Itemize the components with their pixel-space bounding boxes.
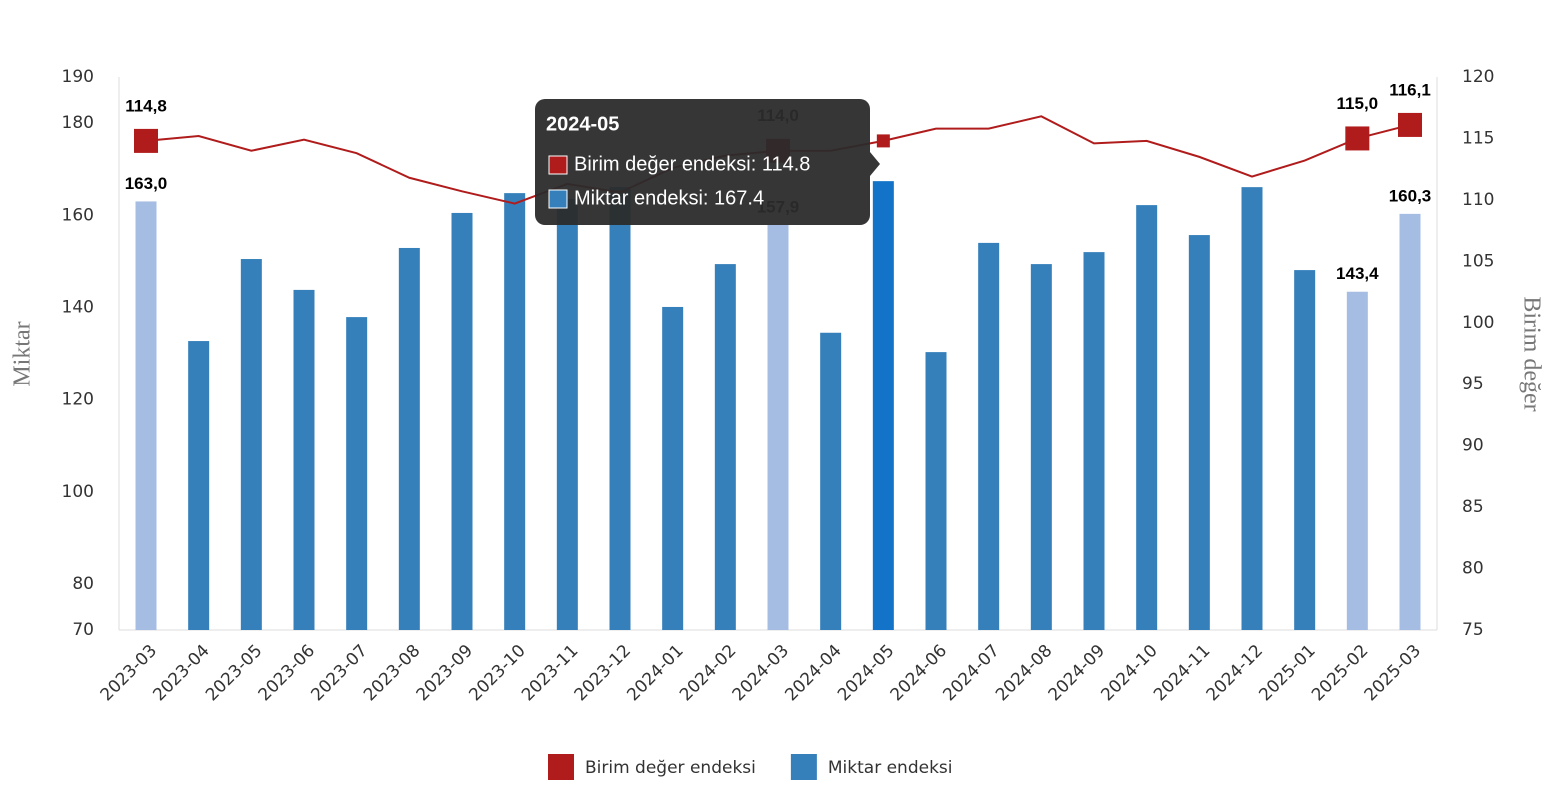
x-tick-label: 2023-09: [413, 641, 477, 705]
legend-swatch: [548, 754, 574, 780]
x-tick-label: 2024-04: [781, 641, 845, 705]
y-tick-label: 80: [72, 574, 94, 594]
x-tick-label: 2023-04: [149, 641, 213, 705]
bar: [1241, 187, 1263, 630]
bar: [504, 193, 526, 630]
tooltip-line: Birim değer endeksi: 114.8: [574, 153, 810, 175]
x-tick-label: 2023-08: [360, 641, 424, 705]
tooltip-pointer: [870, 152, 880, 176]
x-tick-label: 2024-08: [992, 641, 1056, 705]
y2-tick-label: 100: [1462, 313, 1494, 333]
bar: [1399, 213, 1421, 630]
x-tick-label: 2023-07: [307, 641, 371, 705]
bar: [1346, 291, 1368, 630]
bar: [240, 259, 262, 630]
legend-label: Miktar endeksi: [828, 758, 953, 778]
x-tick-label: 2023-06: [255, 641, 319, 705]
y-tick-label: 100: [62, 482, 94, 502]
y2-tick-label: 120: [1462, 67, 1494, 87]
y2-tick-label: 95: [1462, 374, 1484, 394]
y-axis-title: Miktar: [10, 321, 36, 386]
y2-axis-title: Birim değer: [1518, 296, 1544, 411]
bar: [398, 247, 420, 630]
bar: [662, 306, 684, 630]
x-tick-label: 2024-07: [939, 641, 1003, 705]
x-tick-label: 2023-05: [202, 641, 266, 705]
x-tick-label: 2023-11: [518, 641, 582, 705]
bar: [1188, 235, 1210, 630]
x-tick-label: 2024-12: [1203, 641, 1267, 705]
x-tick-label: 2024-01: [623, 641, 687, 705]
x-tick-label: 2024-09: [1045, 641, 1109, 705]
legend-label: Birim değer endeksi: [585, 758, 756, 778]
bar: [609, 187, 631, 630]
y2-tick-label: 105: [1462, 251, 1494, 271]
tooltip-box: [535, 99, 870, 225]
x-tick-label: 2024-05: [834, 641, 898, 705]
line-marker: [876, 134, 890, 148]
line-marker: [1398, 112, 1422, 137]
y-tick-label: 180: [62, 113, 94, 133]
line-data-label: 115,0: [1337, 94, 1379, 113]
bar: [872, 181, 894, 631]
y2-tick-label: 80: [1462, 559, 1484, 579]
bar-data-label: 163,0: [125, 174, 168, 193]
line-data-label: 116,1: [1389, 80, 1431, 99]
tooltip-line: Miktar endeksi: 167.4: [574, 187, 764, 209]
x-tick-label: 2024-02: [676, 641, 740, 705]
x-tick-label: 2024-10: [1097, 641, 1161, 705]
y-tick-label: 160: [62, 205, 94, 225]
line-marker: [1345, 126, 1370, 151]
bar: [1136, 205, 1158, 630]
y-tick-label: 140: [62, 297, 94, 317]
y-tick-label: 120: [62, 390, 94, 410]
x-tick-label: 2025-03: [1361, 641, 1425, 705]
x-tick-label: 2023-10: [465, 641, 529, 705]
y-tick-label: 190: [62, 67, 94, 87]
y2-tick-label: 110: [1462, 190, 1494, 210]
bar: [451, 212, 473, 630]
y2-tick-label: 85: [1462, 497, 1484, 517]
bar: [556, 199, 578, 630]
bar: [978, 242, 1000, 630]
x-tick-label: 2023-03: [97, 641, 161, 705]
line-marker: [134, 128, 158, 153]
x-tick-label: 2024-11: [1150, 641, 1214, 705]
bar: [188, 341, 210, 630]
line-data-label: 114,8: [125, 96, 167, 115]
x-tick-label: 2025-02: [1308, 641, 1372, 705]
legend-swatch: [790, 754, 817, 780]
bar: [1294, 270, 1316, 630]
bar: [820, 332, 842, 630]
bar: [767, 224, 789, 631]
x-tick-label: 2024-03: [729, 641, 793, 705]
tooltip-swatch: [548, 155, 568, 175]
x-tick-label: 2023-12: [571, 641, 635, 705]
tooltip-title: 2024-05: [546, 113, 619, 135]
tooltip-swatch: [548, 189, 568, 209]
y2-tick-label: 90: [1462, 436, 1484, 456]
bar: [1030, 264, 1052, 630]
bar: [135, 201, 157, 631]
y2-tick-label: 75: [1462, 620, 1484, 640]
bar-data-label: 143,4: [1336, 264, 1379, 283]
y2-tick-label: 115: [1462, 128, 1494, 148]
x-tick-label: 2024-06: [887, 641, 951, 705]
bar-data-label: 160,3: [1389, 186, 1432, 205]
bar: [346, 317, 368, 630]
y-tick-label: 70: [72, 620, 94, 640]
x-tick-label: 2025-01: [1255, 641, 1319, 705]
bar: [293, 289, 315, 630]
bar: [1083, 252, 1105, 630]
bar: [714, 264, 736, 630]
bar: [925, 352, 947, 630]
